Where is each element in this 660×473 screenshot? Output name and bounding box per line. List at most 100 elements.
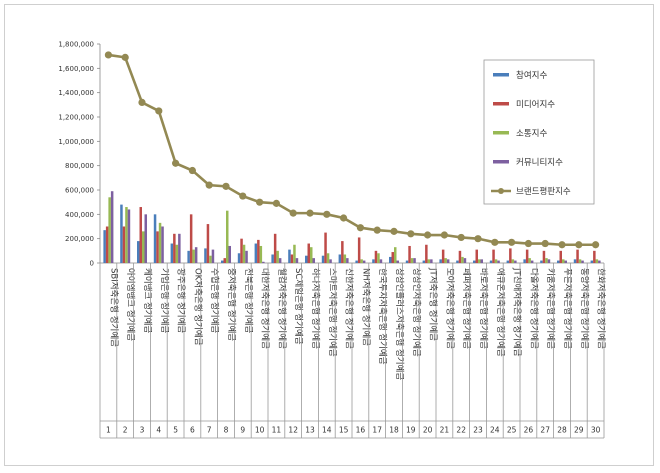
- category-label: 대한저축은행 정기예금: [260, 268, 271, 349]
- category-label: 기업은행 정기예금: [159, 268, 170, 333]
- category-label: JT저축은행 정기예금: [428, 267, 439, 341]
- y-tick-label: 1,800,000: [58, 41, 94, 49]
- bar: [103, 230, 106, 263]
- bar: [125, 207, 128, 263]
- y-tick-label: 400,000: [65, 211, 94, 219]
- rank-label: 15: [339, 426, 349, 435]
- bar: [578, 259, 582, 263]
- category-label: 다올저축은행 정기예금: [528, 268, 539, 349]
- legend-label: 브랜드평판지수: [516, 186, 571, 197]
- category-label: 전북은행 정기예금: [243, 268, 254, 333]
- brand-index-point: [205, 181, 213, 189]
- category-label: 스마트저축은행 정기예금: [327, 268, 338, 357]
- rank-label: 23: [473, 426, 483, 435]
- bar: [463, 258, 467, 263]
- category-label: 웰컴저축은행 정기예금: [276, 268, 287, 349]
- category-label: 상상인저축은행 정기예금: [411, 268, 422, 357]
- bar: [458, 250, 462, 263]
- bar: [139, 207, 142, 263]
- bar: [307, 243, 310, 263]
- bar: [405, 260, 409, 263]
- brand-index-point: [104, 51, 112, 59]
- brand-index-point: [256, 198, 264, 206]
- rank-label: 14: [322, 426, 332, 435]
- bar: [391, 252, 394, 263]
- category-label: 바로저축은행 정기예금: [478, 268, 489, 349]
- category-label: SC제일은행 정기예금: [293, 268, 304, 345]
- rank-label: 17: [372, 426, 382, 435]
- category-label: SBI저축은행 정기예금: [108, 268, 119, 347]
- category-label: 한국투자저축은행 정기예금: [377, 268, 388, 365]
- brand-index-point: [491, 238, 499, 246]
- y-tick-label: 1,600,000: [58, 65, 94, 73]
- bar: [439, 259, 442, 263]
- rank-label: 13: [305, 426, 315, 435]
- brand-index-point: [306, 209, 314, 217]
- rank-label: 20: [423, 426, 433, 435]
- rank-label: 19: [406, 426, 416, 435]
- bar: [576, 249, 579, 263]
- bar: [178, 233, 181, 263]
- bar: [511, 259, 515, 263]
- bar: [581, 260, 584, 263]
- bar: [410, 258, 414, 263]
- bar: [528, 258, 531, 263]
- legend-label: 참여지수: [516, 70, 547, 81]
- brand-index-point: [323, 210, 331, 218]
- bar: [137, 241, 140, 263]
- bar: [262, 261, 265, 263]
- bar: [127, 209, 131, 263]
- bar: [557, 260, 560, 263]
- bar: [273, 233, 277, 263]
- bar: [473, 260, 476, 263]
- brand-index-point: [172, 159, 180, 167]
- bar: [590, 260, 594, 263]
- bar: [324, 232, 327, 263]
- bar: [338, 254, 342, 263]
- category-label: 광주은행 정기예금: [176, 268, 187, 333]
- bar: [105, 226, 109, 263]
- bar: [545, 258, 548, 263]
- brand-index-point: [407, 230, 415, 238]
- bar: [573, 259, 577, 263]
- bar: [295, 258, 299, 263]
- brand-index-point: [340, 214, 348, 222]
- bar: [562, 259, 565, 263]
- bar: [341, 241, 344, 263]
- rank-label: 21: [440, 426, 450, 435]
- category-label: 중저축은행 정기예금: [226, 268, 237, 341]
- bar: [278, 258, 282, 263]
- bar: [206, 224, 210, 263]
- bar: [478, 259, 481, 263]
- category-label: 한화저축은행 정기예금: [596, 268, 607, 349]
- bar: [153, 214, 157, 263]
- bar: [221, 260, 224, 263]
- brand-index-point: [558, 241, 566, 249]
- rank-label: 11: [272, 426, 282, 435]
- category-label: 푸른저축은행 정기예금: [562, 268, 573, 349]
- category-label: NH저축은행 정기예금: [360, 268, 371, 346]
- y-tick-label: 200,000: [65, 235, 94, 243]
- rank-label: 8: [224, 426, 229, 435]
- bar: [312, 258, 315, 263]
- bar: [564, 260, 567, 263]
- rank-label: 28: [557, 426, 567, 435]
- brand-index-point: [239, 192, 247, 200]
- bar: [173, 233, 176, 263]
- bar: [161, 226, 164, 263]
- rank-label: 10: [255, 426, 265, 435]
- legend-label: 소통지수: [516, 129, 547, 139]
- bar: [192, 249, 195, 263]
- bar: [489, 260, 493, 263]
- bar: [120, 204, 123, 263]
- brand-index-point: [138, 98, 146, 106]
- bar: [343, 254, 347, 263]
- bar: [523, 259, 526, 263]
- legend-label: 커뮤니티지수: [516, 157, 563, 168]
- legend-label: 미디어지수: [516, 99, 555, 110]
- bar: [525, 249, 529, 263]
- bar: [110, 191, 114, 263]
- bar: [189, 214, 193, 263]
